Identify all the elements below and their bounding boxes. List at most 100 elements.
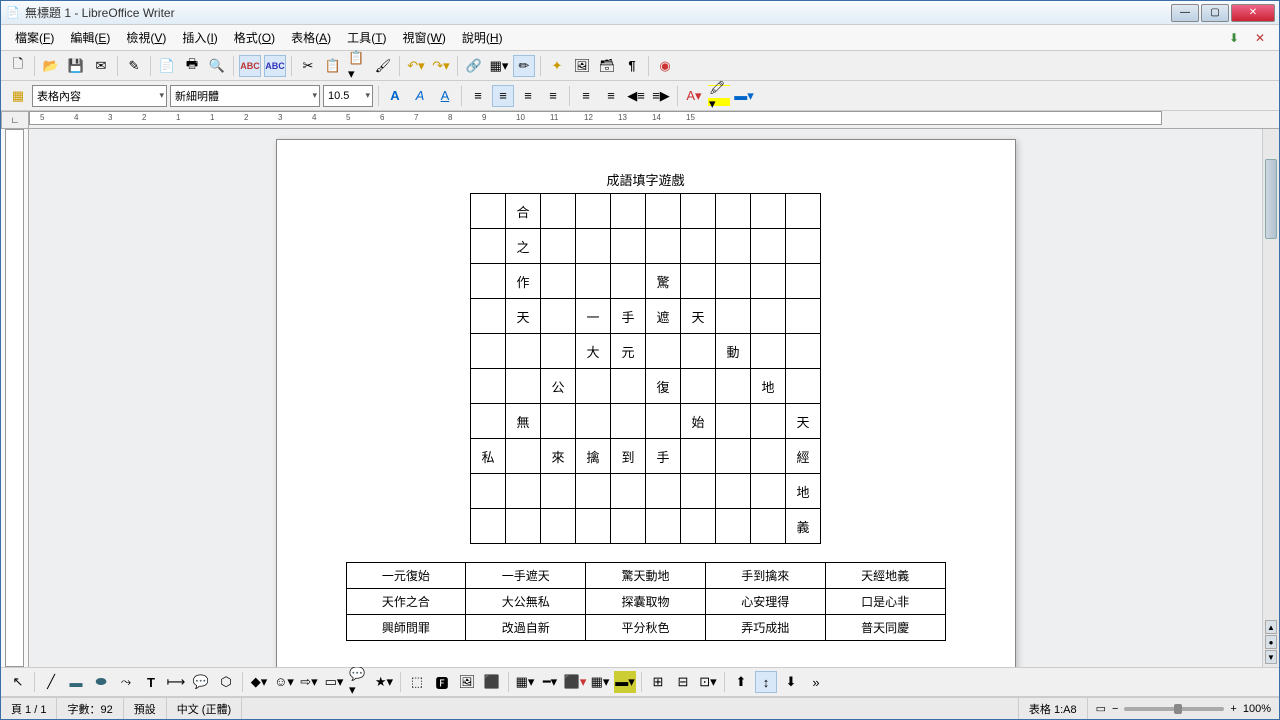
grid-cell[interactable]	[471, 299, 506, 334]
merge-icon[interactable]: ⊞	[647, 671, 669, 693]
grid-cell[interactable]	[611, 404, 646, 439]
print-icon[interactable]: 🖶	[181, 55, 203, 77]
crossword-grid[interactable]: 合之作驚天一手遮天大元動公復地無始天私來擒到手經地義	[470, 193, 821, 544]
word-cell[interactable]: 驚天動地	[586, 563, 706, 589]
redo-icon[interactable]: ↷▾	[430, 55, 452, 77]
symbol-shapes-icon[interactable]: ☺▾	[273, 671, 295, 693]
grid-cell[interactable]	[541, 299, 576, 334]
menu-file[interactable]: 檔案(F)	[7, 25, 62, 50]
vertical-scrollbar[interactable]: ▲ ● ▼	[1262, 129, 1279, 667]
grid-cell[interactable]	[541, 404, 576, 439]
spellcheck-icon[interactable]: ABC	[239, 55, 261, 77]
menu-window[interactable]: 視窗(W)	[395, 25, 454, 50]
grid-cell[interactable]	[506, 334, 541, 369]
grid-cell[interactable]	[611, 474, 646, 509]
grid-cell[interactable]	[716, 474, 751, 509]
grid-cell[interactable]	[681, 474, 716, 509]
paragraph-style-combo[interactable]: 表格內容	[32, 85, 167, 107]
word-cell[interactable]: 天作之合	[346, 589, 466, 615]
va-mid-icon[interactable]: ↕	[755, 671, 777, 693]
menu-view[interactable]: 檢視(V)	[118, 25, 174, 50]
line-end-icon[interactable]: ⟼	[165, 671, 187, 693]
prev-page-icon[interactable]: ▲	[1265, 620, 1277, 634]
pointer-icon[interactable]: ↖	[7, 671, 29, 693]
grid-cell[interactable]	[681, 509, 716, 544]
va-bot-icon[interactable]: ⬇	[780, 671, 802, 693]
grid-cell[interactable]: 經	[786, 439, 821, 474]
grid-cell[interactable]	[576, 264, 611, 299]
grid-cell[interactable]	[786, 194, 821, 229]
word-cell[interactable]: 探囊取物	[586, 589, 706, 615]
grid-cell[interactable]	[576, 194, 611, 229]
align-left-icon[interactable]: ≡	[467, 85, 489, 107]
close-button[interactable]: ✕	[1231, 4, 1275, 22]
grid-cell[interactable]	[646, 229, 681, 264]
word-cell[interactable]: 一元復始	[346, 563, 466, 589]
font-size-combo[interactable]: 10.5	[323, 85, 373, 107]
new-icon[interactable]: 🗋	[7, 55, 29, 77]
grid-cell[interactable]	[576, 369, 611, 404]
grid-cell[interactable]	[786, 229, 821, 264]
grid-cell[interactable]	[471, 474, 506, 509]
datasource-icon[interactable]: 🗃	[596, 55, 618, 77]
grid-cell[interactable]	[681, 334, 716, 369]
grid-cell[interactable]	[716, 194, 751, 229]
status-cell-ref[interactable]: 表格 1:A8	[1019, 698, 1088, 719]
curve-icon[interactable]: ⤳	[115, 671, 137, 693]
more-icon[interactable]: »	[805, 671, 827, 693]
grid-cell[interactable]	[576, 474, 611, 509]
star-shapes-icon[interactable]: ★▾	[373, 671, 395, 693]
grid-cell[interactable]: 始	[681, 404, 716, 439]
optimize-icon[interactable]: ⊡▾	[697, 671, 719, 693]
line-style-icon[interactable]: ━▾	[539, 671, 561, 693]
grid-cell[interactable]	[751, 194, 786, 229]
email-icon[interactable]: ✉	[90, 55, 112, 77]
grid-cell[interactable]	[646, 509, 681, 544]
font-name-combo[interactable]: 新細明體	[170, 85, 320, 107]
grid-cell[interactable]	[471, 194, 506, 229]
grid-cell[interactable]	[751, 229, 786, 264]
grid-cell[interactable]	[751, 474, 786, 509]
menu-help[interactable]: 說明(H)	[454, 25, 511, 50]
grid-cell[interactable]	[681, 439, 716, 474]
grid-cell[interactable]	[646, 474, 681, 509]
grid-cell[interactable]	[471, 369, 506, 404]
grid-cell[interactable]	[611, 369, 646, 404]
grid-cell[interactable]	[576, 404, 611, 439]
grid-cell[interactable]	[751, 404, 786, 439]
grid-cell[interactable]	[471, 404, 506, 439]
word-cell[interactable]: 大公無私	[466, 589, 586, 615]
edit-icon[interactable]: ✎	[123, 55, 145, 77]
arrow-shapes-icon[interactable]: ⇨▾	[298, 671, 320, 693]
menu-tools[interactable]: 工具(T)	[339, 25, 394, 50]
grid-cell[interactable]: 手	[611, 299, 646, 334]
grid-cell[interactable]: 復	[646, 369, 681, 404]
copy-icon[interactable]: 📋	[322, 55, 344, 77]
nonprinting-icon[interactable]: ¶	[621, 55, 643, 77]
word-cell[interactable]: 手到擒來	[705, 563, 825, 589]
help-icon[interactable]: ◉	[654, 55, 676, 77]
undo-icon[interactable]: ↶▾	[405, 55, 427, 77]
align-right-icon[interactable]: ≡	[517, 85, 539, 107]
word-list-table[interactable]: 一元復始一手遮天驚天動地手到擒來天經地義天作之合大公無私探囊取物心安理得口是心非…	[346, 562, 946, 641]
align-center-icon[interactable]: ≡	[492, 85, 514, 107]
grid-cell[interactable]: 擒	[576, 439, 611, 474]
grid-cell[interactable]: 天	[786, 404, 821, 439]
grid-cell[interactable]: 合	[506, 194, 541, 229]
menu-table[interactable]: 表格(A)	[283, 25, 339, 50]
autospell-icon[interactable]: ABC	[264, 55, 286, 77]
grid-cell[interactable]	[611, 264, 646, 299]
format-paint-icon[interactable]: 🖌	[372, 55, 394, 77]
italic-icon[interactable]: A	[409, 85, 431, 107]
va-top-icon[interactable]: ⬆	[730, 671, 752, 693]
bullets-icon[interactable]: ≡	[600, 85, 622, 107]
word-cell[interactable]: 普天同慶	[825, 615, 945, 641]
border-icon[interactable]: ▦▾	[589, 671, 611, 693]
close-doc-icon[interactable]: ✕	[1251, 29, 1269, 47]
grid-cell[interactable]	[716, 264, 751, 299]
textbox-icon[interactable]: T	[140, 671, 162, 693]
grid-cell[interactable]: 手	[646, 439, 681, 474]
grid-cell[interactable]	[506, 439, 541, 474]
word-cell[interactable]: 天經地義	[825, 563, 945, 589]
nav-icon[interactable]: ●	[1265, 635, 1277, 649]
